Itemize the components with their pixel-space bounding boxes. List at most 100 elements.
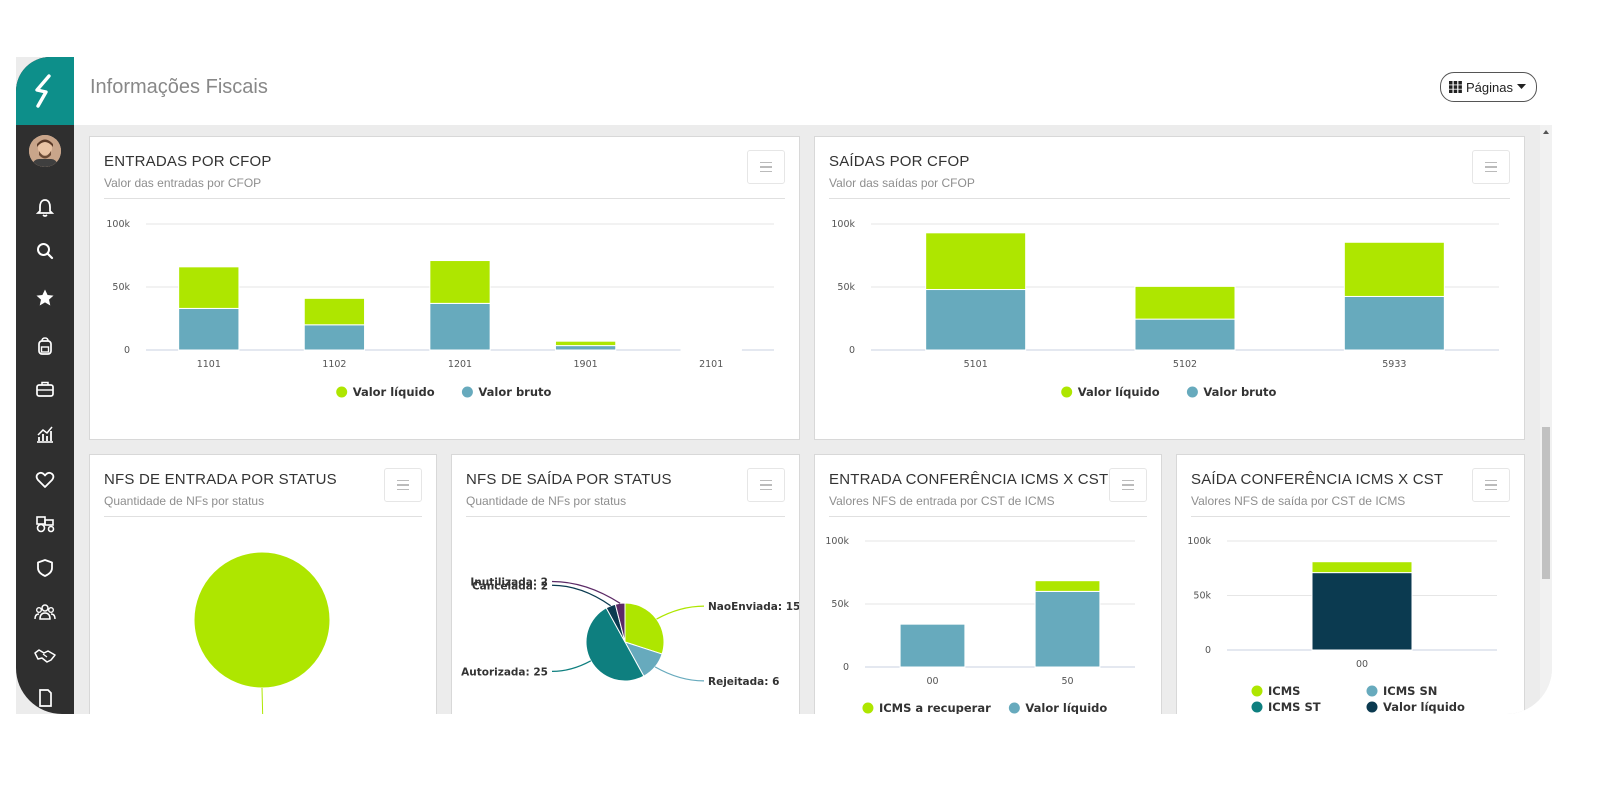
- shield-icon[interactable]: [16, 555, 74, 581]
- avatar-icon: [29, 135, 61, 167]
- people-icon[interactable]: [16, 599, 74, 625]
- panel-nfs-saida: NFS DE SAÍDA POR STATUS Quantidade de NF…: [451, 454, 800, 714]
- chart-menu-button[interactable]: [747, 468, 785, 502]
- bar-segment: [554, 340, 617, 347]
- x-tick-label: 5101: [964, 359, 988, 370]
- pie-data-label: Cancelada: 2: [472, 580, 548, 592]
- legend-label: ICMS SN: [1383, 684, 1437, 698]
- pages-button[interactable]: Páginas: [1440, 72, 1537, 102]
- bar-segment: [1311, 561, 1413, 574]
- chart-nfs-saida: NaoEnviada: 15 Rejeitada: 6 Autorizada: 25…: [461, 576, 799, 688]
- legend-marker: [1366, 701, 1378, 713]
- document-icon[interactable]: [16, 685, 74, 711]
- panel-title: NFS DE ENTRADA POR STATUS: [104, 471, 337, 488]
- panel-saidas: SAÍDAS POR CFOP Valor das saídas por CFO…: [814, 136, 1525, 440]
- app-logo[interactable]: [16, 57, 74, 125]
- pie-connector: [551, 584, 611, 607]
- caret-down-icon: [1517, 84, 1526, 89]
- chart-saidas: 0 50k 100k 5101 5102 5933 Valor líquido Valor b…: [831, 219, 1499, 399]
- chart-growth-icon[interactable]: [16, 421, 74, 447]
- panel-title: SAÍDAS POR CFOP: [829, 153, 970, 170]
- y-tick-label: 50k: [837, 282, 855, 293]
- chart-menu-button[interactable]: [747, 150, 785, 184]
- bar-segment: [925, 289, 1027, 351]
- pie-data-label: Rejeitada: 6: [708, 676, 779, 688]
- panel-entrada-icms: ENTRADA CONFERÊNCIA ICMS X CST Valores N…: [814, 454, 1162, 714]
- logo-icon: [35, 74, 51, 108]
- divider: [466, 516, 785, 517]
- y-tick-label: 0: [843, 662, 849, 673]
- panel-entradas: ENTRADAS POR CFOP Valor das entradas por…: [89, 136, 800, 440]
- pie-slice: [193, 551, 331, 689]
- chart-menu-button[interactable]: [384, 468, 422, 502]
- pie-connector: [656, 605, 705, 620]
- legend-label: ICMS ST: [1268, 700, 1321, 714]
- bar-segment: [429, 260, 491, 304]
- bar-segment: [429, 302, 491, 351]
- x-tick-label: 2101: [699, 359, 723, 370]
- chart-menu-button[interactable]: [1109, 468, 1147, 502]
- briefcase-icon[interactable]: [16, 376, 74, 402]
- pie-data-label: Inutilizada: 2: [470, 576, 548, 588]
- legend-label: ICMS: [1268, 684, 1300, 698]
- y-tick-label: 100k: [106, 219, 130, 230]
- panel-subtitle: Valores NFS de saída por CST de ICMS: [1191, 494, 1406, 508]
- user-avatar[interactable]: [29, 135, 61, 167]
- bar-segment: [1311, 572, 1413, 651]
- chart-nfs-entrada: [193, 551, 331, 714]
- panel-subtitle: Valor das entradas por CFOP: [104, 176, 262, 190]
- x-tick-label: 1901: [574, 359, 598, 370]
- handshake-icon[interactable]: [16, 643, 74, 669]
- panel-subtitle: Quantidade de NFs por status: [104, 494, 265, 508]
- pie-connector: [261, 687, 264, 714]
- divider: [104, 198, 785, 199]
- legend-marker: [461, 386, 473, 398]
- legend-marker: [1061, 386, 1073, 398]
- bar-segment: [554, 345, 617, 351]
- x-tick-label: 5102: [1173, 359, 1197, 370]
- bar-segment: [303, 324, 366, 351]
- bell-icon[interactable]: [16, 195, 74, 221]
- legend-marker: [336, 386, 348, 398]
- panel-title: ENTRADAS POR CFOP: [104, 153, 272, 170]
- chart-menu-button[interactable]: [1472, 150, 1510, 184]
- y-tick-label: 100k: [825, 536, 849, 547]
- panel-title: SAÍDA CONFERÊNCIA ICMS X CST: [1191, 471, 1444, 488]
- legend-label: Valor líquido: [1078, 385, 1160, 399]
- chart-entradas: 0 50k 100k 1101 1102 1201 1901 2101 Valor líquid…: [106, 219, 774, 399]
- x-tick-label: 1201: [448, 359, 472, 370]
- tractor-icon[interactable]: [16, 510, 74, 536]
- app-frame: Informações Fiscais Páginas ENTRADAS POR…: [16, 57, 1552, 714]
- star-icon[interactable]: [16, 285, 74, 311]
- pie-data-label: NaoEnviada: 15: [708, 601, 799, 613]
- legend-label: Valor bruto: [1203, 385, 1276, 399]
- bar-segment: [1134, 318, 1236, 351]
- x-tick-label: 1101: [197, 359, 221, 370]
- pie-connector: [654, 666, 705, 682]
- bar-segment: [178, 266, 240, 309]
- pie-connector: [551, 660, 592, 672]
- chart-menu-button[interactable]: [1472, 468, 1510, 502]
- x-tick-label: 00: [1356, 659, 1368, 670]
- panel-subtitle: Quantidade de NFs por status: [466, 494, 627, 508]
- scrollbar-thumb[interactable]: [1542, 427, 1550, 579]
- scrollbar[interactable]: [1540, 125, 1552, 714]
- divider: [829, 516, 1147, 517]
- legend-marker: [1366, 685, 1378, 697]
- heart-icon[interactable]: [16, 467, 74, 493]
- x-tick-label: 50: [1061, 676, 1073, 687]
- legend-marker: [1186, 386, 1198, 398]
- bar-segment: [925, 232, 1027, 291]
- page-title: Informações Fiscais: [90, 76, 268, 98]
- scroll-up-icon[interactable]: [1540, 127, 1552, 137]
- search-icon[interactable]: [16, 238, 74, 264]
- y-tick-label: 100k: [1187, 536, 1211, 547]
- backpack-icon[interactable]: [16, 333, 74, 359]
- bar-segment: [303, 297, 366, 326]
- bar-segment: [1034, 580, 1101, 592]
- panel-title: ENTRADA CONFERÊNCIA ICMS X CST: [829, 471, 1109, 488]
- chart-saida-icms: 0 50k 100k 00 ICMS ICMS SN ICMS ST Valor líquid…: [1187, 536, 1497, 714]
- divider: [104, 516, 422, 517]
- legend-label: Valor líquido: [1383, 700, 1465, 714]
- bar-segment: [680, 348, 742, 351]
